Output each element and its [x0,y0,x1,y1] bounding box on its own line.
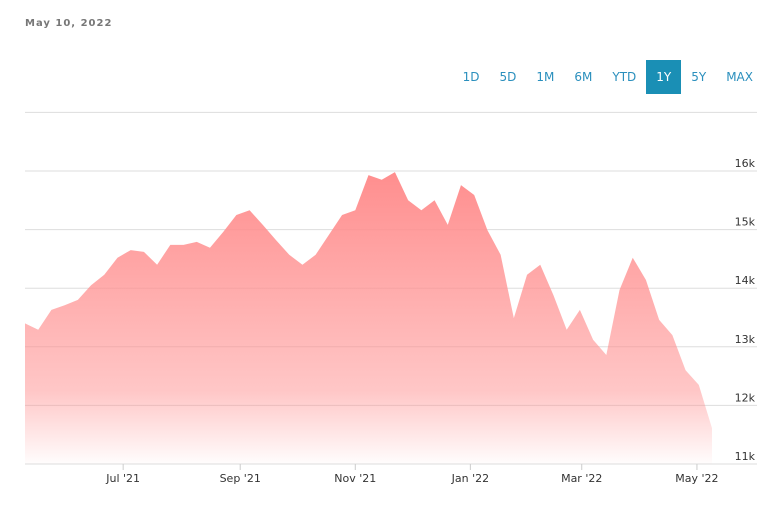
y-tick-label: 13k [735,333,756,346]
x-tick-label: Mar '22 [561,472,602,485]
range-button[interactable]: YTD [612,70,637,84]
y-tick-label: 15k [735,216,756,229]
date-label: May 10, 2022 [25,18,113,29]
x-tick-label: Sep '21 [220,472,261,485]
range-buttons: 1D 5D 1M 6M YTD 1Y 5Y MAX [453,60,763,94]
x-tick-label: Jan '22 [451,472,489,485]
area [25,172,712,464]
range-button[interactable]: 1M [536,70,555,84]
range-button[interactable]: 1D [462,70,480,84]
y-tick-label: 11k [735,450,756,463]
x-tick-label: May '22 [675,472,718,485]
y-tick-label: 14k [735,274,756,287]
range-button[interactable]: MAX [726,70,753,84]
range-button[interactable]: 5D [499,70,517,84]
range-button[interactable]: 5Y [691,70,707,84]
x-tick-label: Nov '21 [334,472,376,485]
range-button[interactable]: 1Y [646,60,682,94]
range-button[interactable]: 6M [574,70,593,84]
y-tick-label: 12k [735,391,756,404]
x-tick-label: Jul '21 [105,472,140,485]
y-tick-label: 16k [735,157,756,170]
